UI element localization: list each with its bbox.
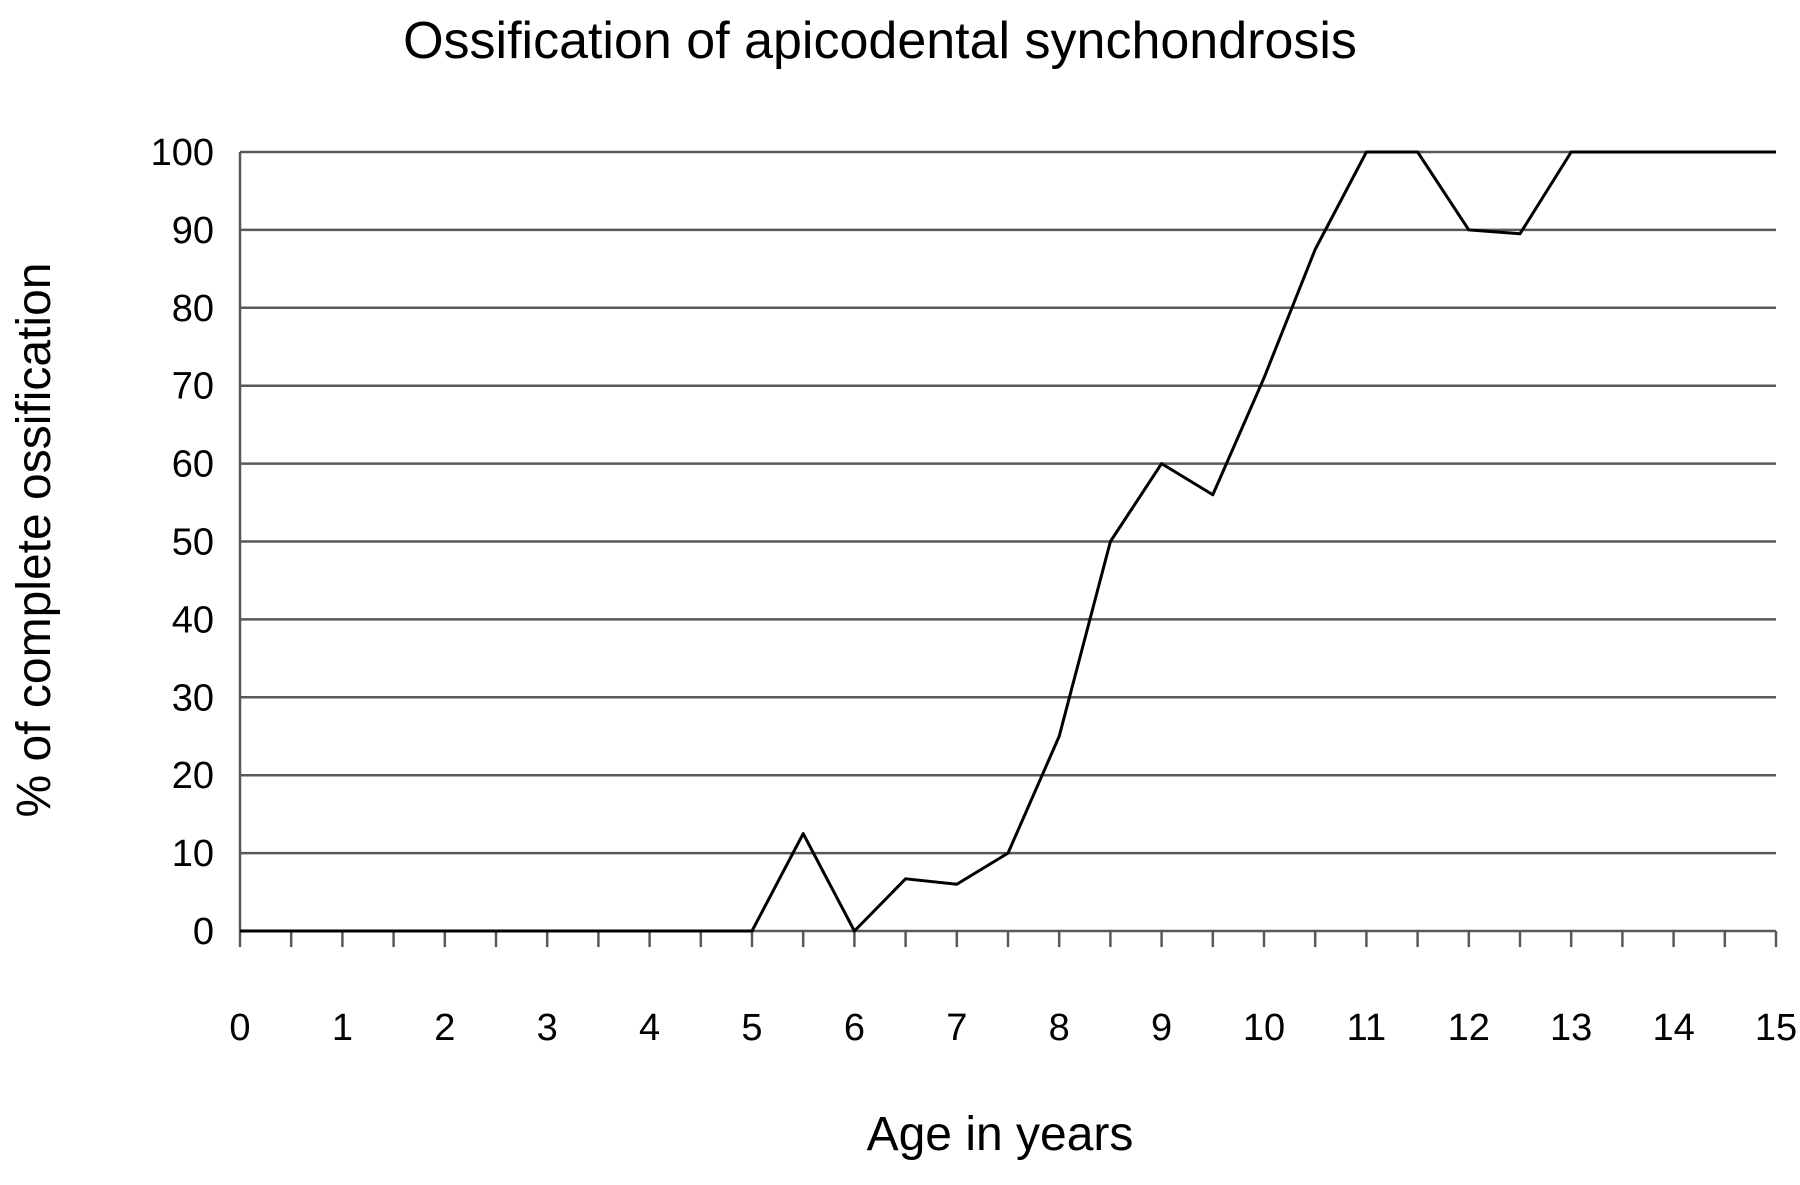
x-tick-label-7: 7 bbox=[946, 1007, 967, 1049]
x-axis-title: Age in years bbox=[867, 1108, 1134, 1161]
x-tick-label-3: 3 bbox=[537, 1007, 558, 1049]
x-tick-label-11: 11 bbox=[1347, 1007, 1386, 1049]
y-axis-title: % of complete ossification bbox=[8, 263, 61, 818]
x-tick-label-13: 13 bbox=[1550, 1007, 1592, 1049]
y-tick-label-40: 40 bbox=[172, 599, 214, 641]
x-tick-label-2: 2 bbox=[434, 1007, 455, 1049]
y-tick-label-0: 0 bbox=[193, 911, 214, 953]
x-tick-label-9: 9 bbox=[1151, 1007, 1172, 1049]
y-tick-label-10: 10 bbox=[172, 833, 214, 875]
x-tick-label-5: 5 bbox=[741, 1007, 762, 1049]
x-tick-label-6: 6 bbox=[844, 1007, 865, 1049]
x-tick-label-4: 4 bbox=[639, 1007, 660, 1049]
gridlines bbox=[240, 152, 1776, 853]
y-tick-label-70: 70 bbox=[172, 366, 214, 408]
y-tick-label-80: 80 bbox=[172, 288, 214, 330]
x-tick-label-15: 15 bbox=[1755, 1007, 1797, 1049]
y-tick-label-90: 90 bbox=[172, 210, 214, 252]
x-tick-label-1: 1 bbox=[332, 1007, 353, 1049]
chart-title: Ossification of apicodental synchondrosi… bbox=[403, 12, 1357, 70]
y-tick-label-50: 50 bbox=[172, 522, 214, 564]
x-tick-label-10: 10 bbox=[1243, 1007, 1285, 1049]
axes bbox=[240, 152, 1776, 947]
x-tick-label-8: 8 bbox=[1049, 1007, 1070, 1049]
y-tick-label-60: 60 bbox=[172, 444, 214, 486]
x-tick-label-14: 14 bbox=[1652, 1007, 1694, 1049]
x-tick-label-0: 0 bbox=[229, 1007, 250, 1049]
y-tick-label-30: 30 bbox=[172, 677, 214, 719]
x-tick-label-12: 12 bbox=[1448, 1007, 1490, 1049]
y-tick-label-100: 100 bbox=[151, 132, 214, 174]
y-tick-label-20: 20 bbox=[172, 755, 214, 797]
